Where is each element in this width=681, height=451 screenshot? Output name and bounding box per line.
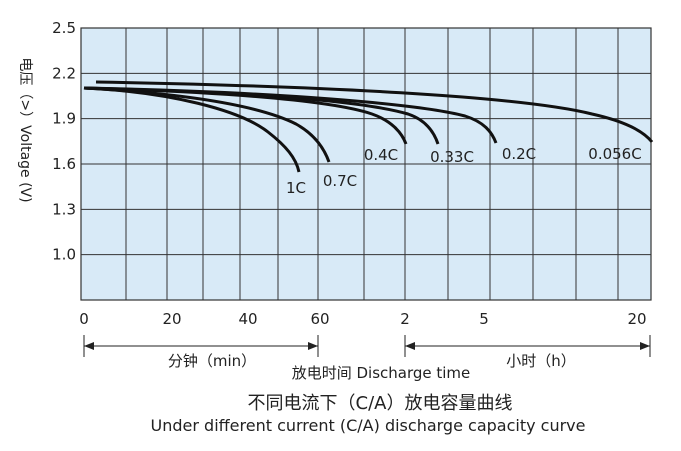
y-tick-labels: 2.5 2.2 1.9 1.6 1.3 1.0 xyxy=(52,19,76,264)
curve-labels: 1C 0.7C 0.4C 0.33C 0.2C 0.056C xyxy=(286,145,642,197)
curve-label: 0.33C xyxy=(430,148,474,166)
y-tick-label: 1.9 xyxy=(52,110,76,128)
y-tick-label: 2.5 xyxy=(52,19,76,37)
x-tick-label: 20 xyxy=(162,310,181,328)
minute-range-arrow xyxy=(83,335,319,357)
curve-label: 0.2C xyxy=(502,145,536,163)
hour-range-arrow xyxy=(404,335,651,357)
curve-0p7C xyxy=(83,86,331,163)
y-tick-label: 1.3 xyxy=(52,200,76,218)
curve-0p056C xyxy=(95,80,654,143)
curve-0p2C xyxy=(83,86,498,144)
x-tick-label: 0 xyxy=(79,310,89,328)
chart-title-zh: 不同电流下（C/A）放电容量曲线 xyxy=(248,393,513,414)
x-tick-label: 5 xyxy=(479,310,489,328)
y-axis-label: 电压（>）Voltage (V) xyxy=(17,57,33,202)
curve-label: 1C xyxy=(286,179,306,197)
discharge-curves xyxy=(83,80,654,173)
curve-label: 0.4C xyxy=(364,146,398,164)
x-tick-label: 2 xyxy=(400,310,410,328)
x-tick-label: 20 xyxy=(627,310,646,328)
curve-label: 0.056C xyxy=(588,145,641,163)
x-tick-label: 40 xyxy=(238,310,257,328)
chart-title-en: Under different current (C/A) discharge … xyxy=(151,416,586,435)
gridlines xyxy=(81,27,651,300)
y-tick-label: 1.0 xyxy=(52,246,76,264)
curve-label: 0.7C xyxy=(323,172,357,190)
x-axis-label: 放电时间 Discharge time xyxy=(292,364,471,382)
minute-segment-label: 分钟（min） xyxy=(168,352,256,370)
y-tick-label: 2.2 xyxy=(52,64,76,82)
x-tick-label: 60 xyxy=(310,310,329,328)
y-tick-label: 1.6 xyxy=(52,155,76,173)
x-tick-labels: 0 20 40 60 2 5 20 xyxy=(79,310,646,328)
hour-segment-label: 小时（h） xyxy=(506,352,576,370)
